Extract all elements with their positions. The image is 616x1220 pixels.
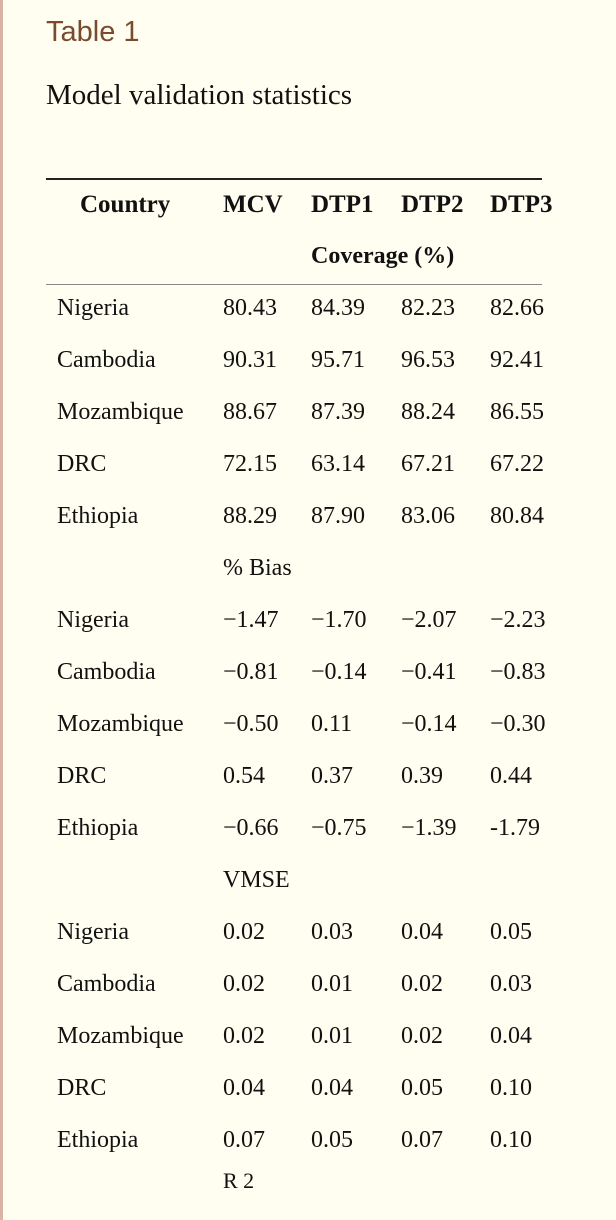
table-cell: 0.04: [490, 1023, 532, 1049]
table-cell: 0.01: [311, 1023, 353, 1049]
table-cell: −1.39: [401, 815, 457, 841]
row-country: DRC: [57, 451, 107, 477]
table-cell: 0.07: [401, 1127, 443, 1153]
table-cell: −0.66: [223, 815, 279, 841]
table-cell: −0.50: [223, 711, 279, 737]
section-title: VMSE: [223, 867, 290, 893]
section-title: % Bias: [223, 555, 292, 581]
table-cell: 0.02: [223, 971, 265, 997]
row-country: Nigeria: [57, 295, 129, 321]
table-cell: 0.11: [311, 711, 353, 737]
table-cell: 82.23: [401, 295, 455, 321]
table-cell: 82.66: [490, 295, 544, 321]
table-cell: −1.47: [223, 607, 279, 633]
table-cell: 0.02: [401, 1023, 443, 1049]
table-header-rule: [46, 284, 542, 285]
row-country: Mozambique: [57, 711, 184, 737]
table-cell: 92.41: [490, 347, 544, 373]
table-cell: 0.04: [311, 1075, 353, 1101]
table-cell: −0.81: [223, 659, 279, 685]
table-cell: 80.43: [223, 295, 277, 321]
table-cell: −0.30: [490, 711, 546, 737]
table-cell: 95.71: [311, 347, 365, 373]
row-country: Ethiopia: [57, 815, 139, 841]
table-cell: 88.29: [223, 503, 277, 529]
table-label: Table 1: [46, 16, 140, 48]
table-cell: 88.24: [401, 399, 455, 425]
row-country: Mozambique: [57, 1023, 184, 1049]
table-cell: −0.83: [490, 659, 546, 685]
left-accent-bar: [0, 0, 3, 1220]
table-cell: 72.15: [223, 451, 277, 477]
row-country: Mozambique: [57, 399, 184, 425]
table-cell: 84.39: [311, 295, 365, 321]
table-cell: 86.55: [490, 399, 544, 425]
table-cell: 0.02: [223, 919, 265, 945]
table-cell: 0.37: [311, 763, 353, 789]
table-cell: −0.75: [311, 815, 367, 841]
table-cell: 83.06: [401, 503, 455, 529]
row-country: Cambodia: [57, 659, 156, 685]
column-header: Country: [80, 191, 171, 218]
table-cell: 0.05: [311, 1127, 353, 1153]
table-cell: −0.14: [311, 659, 367, 685]
table-cell: 80.84: [490, 503, 544, 529]
table-cell: 0.54: [223, 763, 265, 789]
row-country: Nigeria: [57, 607, 129, 633]
section-title: Coverage (%): [311, 243, 455, 269]
table-cell: 0.10: [490, 1127, 532, 1153]
table-cell: 88.67: [223, 399, 277, 425]
table-cell: -1.79: [490, 815, 540, 841]
table-caption: Model validation statistics: [46, 79, 353, 111]
column-header: DTP3: [490, 191, 553, 218]
column-header: DTP2: [401, 191, 464, 218]
table-cell: 90.31: [223, 347, 277, 373]
table-cell: 0.05: [490, 919, 532, 945]
row-country: Ethiopia: [57, 1127, 139, 1153]
row-country: Ethiopia: [57, 503, 139, 529]
table-cell: −2.07: [401, 607, 457, 633]
table-cell: −0.14: [401, 711, 457, 737]
table-cell: 0.04: [401, 919, 443, 945]
table-cell: 0.01: [311, 971, 353, 997]
table-cell: 0.04: [223, 1075, 265, 1101]
table-cell: 0.07: [223, 1127, 265, 1153]
row-country: DRC: [57, 763, 107, 789]
table-cell: 0.10: [490, 1075, 532, 1101]
column-header: MCV: [223, 191, 283, 218]
table-cell: 0.03: [490, 971, 532, 997]
table-cell: 0.44: [490, 763, 532, 789]
table-cell: 0.05: [401, 1075, 443, 1101]
row-country: Nigeria: [57, 919, 129, 945]
table-cell: −1.70: [311, 607, 367, 633]
table-top-rule: [46, 178, 542, 180]
table-cell: 87.90: [311, 503, 365, 529]
table-cell: 0.02: [401, 971, 443, 997]
row-country: Cambodia: [57, 971, 156, 997]
table-cell: 63.14: [311, 451, 365, 477]
table-cell: 96.53: [401, 347, 455, 373]
column-header: DTP1: [311, 191, 374, 218]
footnote: R 2: [223, 1168, 255, 1193]
table-cell: −0.41: [401, 659, 457, 685]
row-country: Cambodia: [57, 347, 156, 373]
table-cell: 0.39: [401, 763, 443, 789]
table-cell: 87.39: [311, 399, 365, 425]
table-cell: 67.21: [401, 451, 455, 477]
table-cell: 0.02: [223, 1023, 265, 1049]
row-country: DRC: [57, 1075, 107, 1101]
table-cell: 0.03: [311, 919, 353, 945]
table-cell: 67.22: [490, 451, 544, 477]
table-cell: −2.23: [490, 607, 546, 633]
